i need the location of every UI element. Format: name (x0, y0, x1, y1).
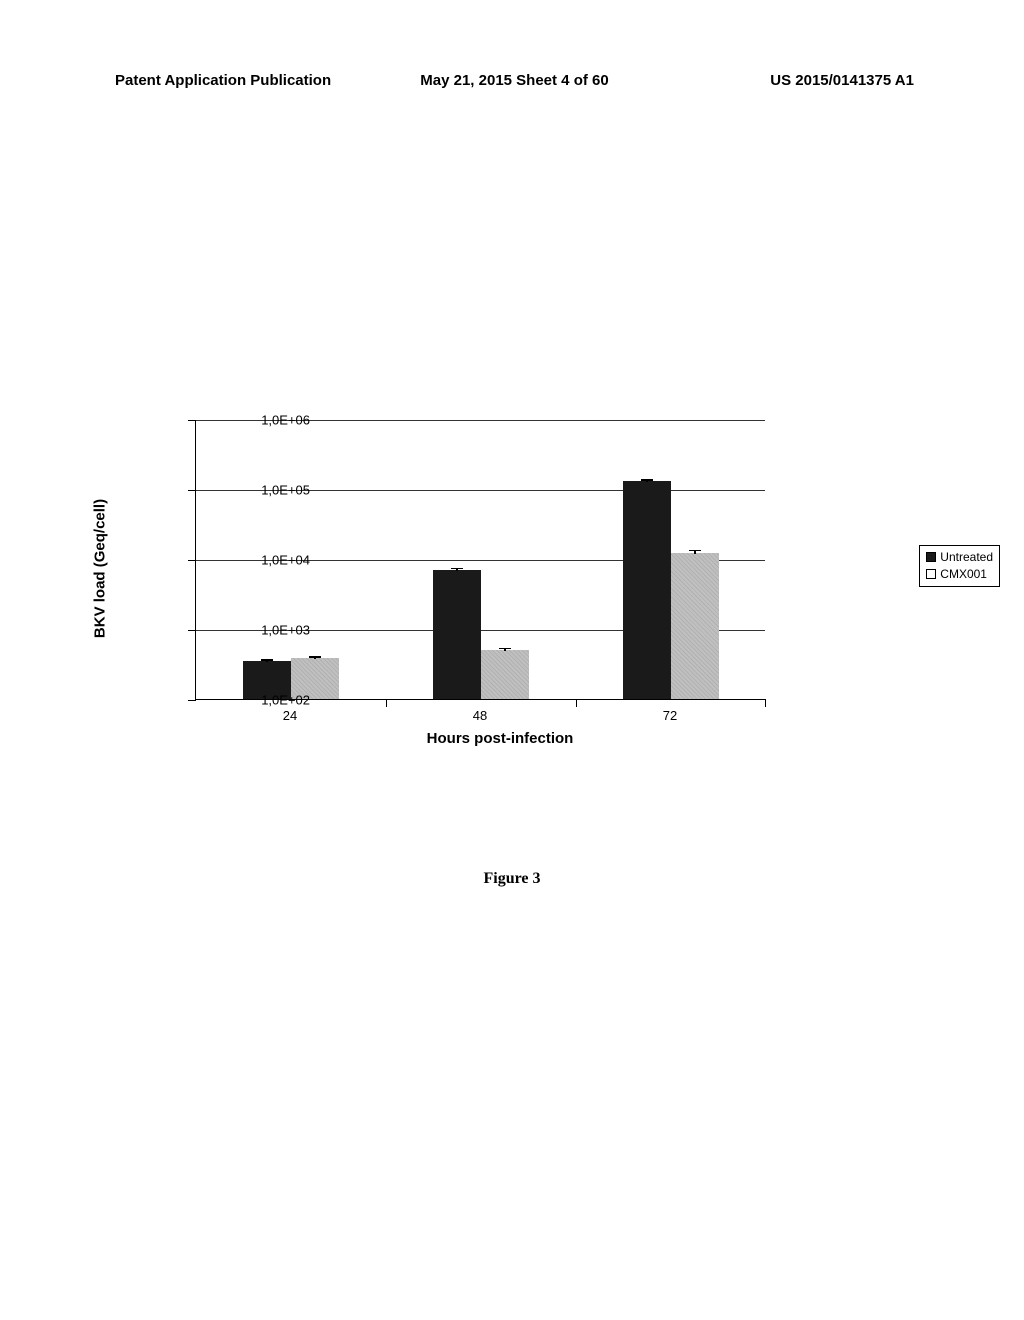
x-tick-label: 72 (663, 708, 677, 723)
figure-caption: Figure 3 (483, 870, 540, 888)
header-publication: Patent Application Publication (115, 72, 381, 89)
legend-swatch-untreated (926, 552, 936, 562)
y-tick-label: 1,0E+02 (261, 693, 310, 708)
page-header: Patent Application Publication May 21, 2… (0, 72, 1024, 89)
header-date-sheet: May 21, 2015 Sheet 4 of 60 (381, 72, 647, 89)
y-tick-label: 1,0E+05 (261, 483, 310, 498)
y-tick-label: 1,0E+04 (261, 553, 310, 568)
bar-untreated-72 (623, 481, 671, 699)
bar-chart: BKV load (Geq/cell) Hours post-infection… (110, 420, 890, 740)
bar-cmx001-72 (671, 553, 719, 699)
x-tick-label: 48 (473, 708, 487, 723)
legend-item-cmx001: CMX001 (926, 566, 993, 583)
legend-item-untreated: Untreated (926, 549, 993, 566)
y-tick-label: 1,0E+03 (261, 623, 310, 638)
legend-label-untreated: Untreated (940, 549, 993, 566)
x-tick-label: 24 (283, 708, 297, 723)
legend-label-cmx001: CMX001 (940, 566, 987, 583)
bar-untreated-48 (433, 570, 481, 699)
legend-swatch-cmx001 (926, 569, 936, 579)
y-axis-title: BKV load (Geq/cell) (92, 499, 109, 638)
chart-legend: Untreated CMX001 (919, 545, 1000, 587)
header-patent-number: US 2015/0141375 A1 (648, 72, 914, 89)
x-axis-title: Hours post-infection (427, 730, 574, 747)
bar-cmx001-48 (481, 650, 529, 699)
y-tick-label: 1,0E+06 (261, 413, 310, 428)
